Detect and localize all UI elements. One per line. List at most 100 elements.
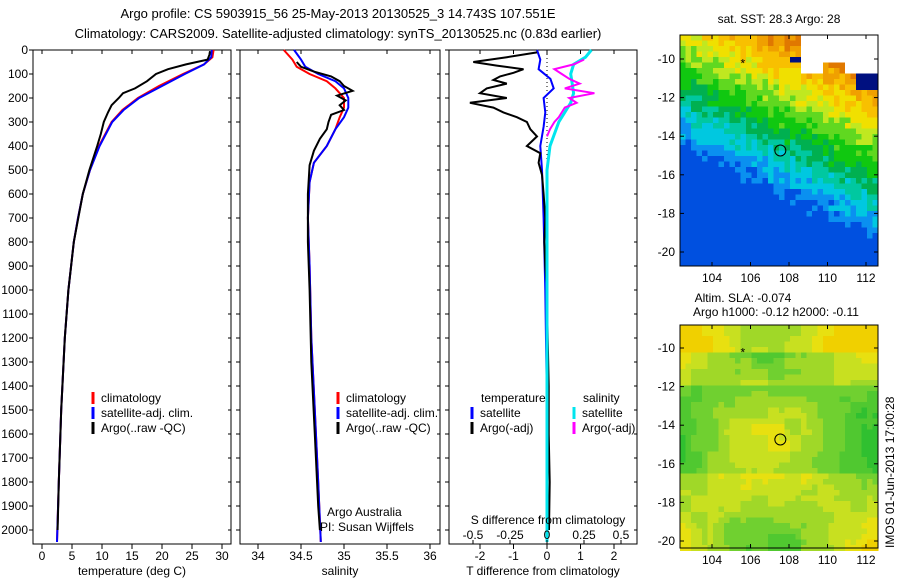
sst-map-cell <box>779 84 785 91</box>
sla-map-cell <box>685 402 692 408</box>
sst-map-cell <box>779 62 785 69</box>
sla-map-cell <box>867 457 873 463</box>
sst-map-cell <box>724 79 730 85</box>
sst-map-cell <box>801 62 807 69</box>
sla-map-cell <box>872 501 879 507</box>
sla-map-cell <box>795 457 802 463</box>
sst-map-cell <box>746 62 752 69</box>
sla-map-cell <box>729 484 736 491</box>
sst-map-cell <box>773 167 780 173</box>
sla-map-cell <box>795 325 802 331</box>
sla-map-cell <box>790 418 796 425</box>
sst-map-cell <box>702 101 708 107</box>
sla-map-cell <box>718 374 725 381</box>
sst-map-cell <box>795 183 802 190</box>
sst-map-cell <box>751 227 758 234</box>
sla-map-cell <box>735 446 741 452</box>
sla-map-cell <box>867 385 873 392</box>
sst-map-cell <box>680 112 686 118</box>
sla-map-cell <box>834 512 840 518</box>
sst-map-cell <box>773 205 780 212</box>
sst-map-cell <box>784 57 791 63</box>
sla-map-cell <box>751 374 758 381</box>
sla-map-cell <box>735 418 741 425</box>
sst-map-cell <box>801 244 807 250</box>
sla-map-cell <box>773 446 780 452</box>
sla-map-cell <box>867 451 873 458</box>
sla-map-cell <box>773 363 780 370</box>
sst-map-cell <box>784 112 791 118</box>
sst-map-cell <box>779 145 785 151</box>
sst-map-cell <box>850 95 857 102</box>
sla-map-cell <box>707 347 714 353</box>
sst-map-cell <box>696 145 703 151</box>
sla-map-cell <box>718 413 725 419</box>
sst-map-cell <box>779 211 785 217</box>
sst-map-cell <box>702 167 708 173</box>
sst-map-cell <box>812 255 818 261</box>
sla-map-cell <box>724 435 730 441</box>
sla-map-cell <box>707 523 714 529</box>
sla-map-cell <box>817 402 824 408</box>
sst-map-cell <box>696 35 703 41</box>
sst-map-cell <box>702 46 708 52</box>
sst-map-cell <box>872 90 879 96</box>
imos-timestamp: IMOS 01-Jun-2013 17:00:28 <box>883 396 897 548</box>
sla-map-cell <box>856 424 862 430</box>
sla-map-cell <box>768 380 774 386</box>
sla-map-cell <box>685 534 692 540</box>
sst-map-cell <box>872 244 879 250</box>
sst-map-cell <box>850 205 857 212</box>
sla-map-cell <box>795 429 802 436</box>
sst-map-cell <box>724 161 730 168</box>
sla-map-cell <box>790 517 796 524</box>
sst-map-cell <box>735 68 741 74</box>
sst-map-cell <box>823 123 829 129</box>
sst-map-cell <box>740 145 747 151</box>
sst-map-cell <box>856 95 862 102</box>
sst-map-cell <box>713 205 719 212</box>
sst-map-cell <box>757 227 763 234</box>
sst-map-cell <box>768 84 774 91</box>
sla-map-cell <box>850 407 857 414</box>
sst-map-cell <box>718 95 725 102</box>
sst-map-cell <box>707 46 714 52</box>
sla-map-cell <box>845 385 851 392</box>
sla-map-cell <box>812 539 818 546</box>
sla-map-cell <box>696 363 703 370</box>
sla-map-cell <box>872 451 879 458</box>
sst-map-cell <box>828 172 835 179</box>
sla-map-cell <box>746 501 752 507</box>
sla-map-cell <box>707 462 714 469</box>
sla-map-cell <box>856 484 862 491</box>
sla-map-cell <box>872 418 879 425</box>
sla-map-cell <box>784 534 791 540</box>
sst-map-cell <box>735 244 741 250</box>
sla-map-cell <box>790 457 796 463</box>
sst-map-cell <box>784 172 791 179</box>
sla-map-cell <box>823 385 829 392</box>
sla-map-cell <box>850 363 857 370</box>
sst-map-cell <box>762 90 769 96</box>
sla-map-cell <box>762 495 769 502</box>
sla-map-cell <box>839 418 846 425</box>
sst-map-cell <box>806 46 813 52</box>
sst-map-cell <box>856 238 862 245</box>
sst-map-cell <box>801 40 807 47</box>
sla-map-cell <box>823 451 829 458</box>
sla-map-cell <box>713 363 719 370</box>
sla-map-cell <box>817 391 824 397</box>
sst-map-cell <box>713 90 719 96</box>
sst-map-cell <box>812 244 818 250</box>
sst-map-cell <box>839 194 846 201</box>
sst-map-cell <box>746 161 752 168</box>
sla-map-cell <box>746 490 752 496</box>
sla-map-cell <box>680 523 686 529</box>
sla-map-cell <box>801 451 807 458</box>
sla-map-cell <box>845 517 851 524</box>
sla-map-cell <box>773 495 780 502</box>
sst-map-cell <box>795 238 802 245</box>
sst-map-cell <box>828 227 835 234</box>
sst-map-cell <box>746 79 752 85</box>
